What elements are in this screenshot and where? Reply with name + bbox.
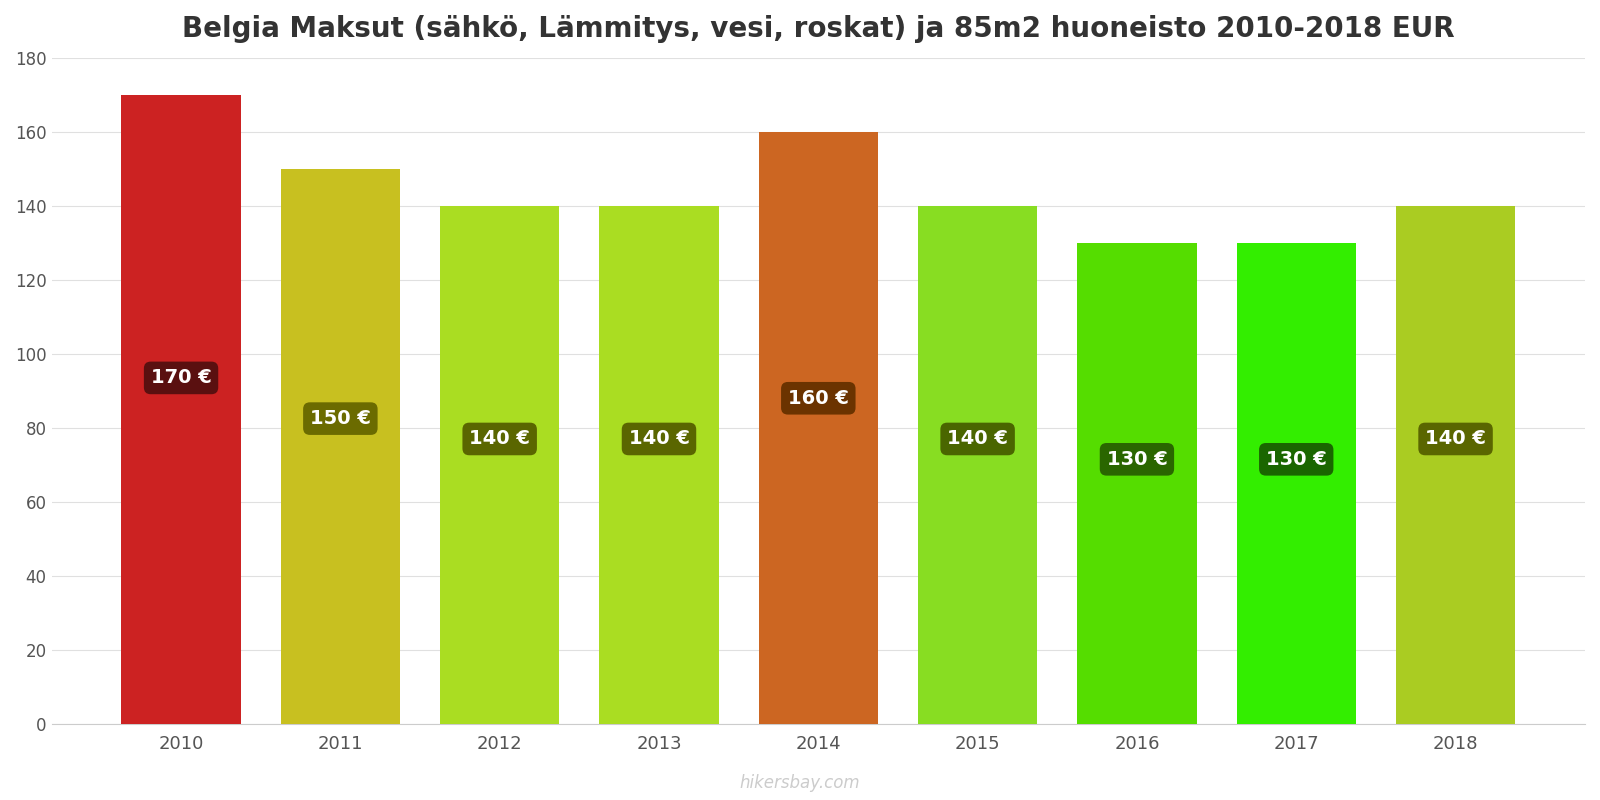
Text: 150 €: 150 € — [310, 409, 371, 428]
Bar — [280, 169, 400, 724]
Text: 140 €: 140 € — [947, 430, 1008, 449]
Text: 140 €: 140 € — [629, 430, 690, 449]
Bar — [1077, 243, 1197, 724]
Bar — [440, 206, 560, 724]
Text: 170 €: 170 € — [150, 369, 211, 387]
Text: 140 €: 140 € — [469, 430, 530, 449]
Bar — [918, 206, 1037, 724]
Title: Belgia Maksut (sähkö, Lämmitys, vesi, roskat) ja 85m2 huoneisto 2010-2018 EUR: Belgia Maksut (sähkö, Lämmitys, vesi, ro… — [182, 15, 1454, 43]
Text: 130 €: 130 € — [1266, 450, 1326, 469]
Text: 130 €: 130 € — [1107, 450, 1168, 469]
Text: 160 €: 160 € — [787, 389, 848, 408]
Bar — [122, 95, 240, 724]
Text: 140 €: 140 € — [1426, 430, 1486, 449]
Text: hikersbay.com: hikersbay.com — [739, 774, 861, 792]
Bar — [758, 132, 878, 724]
Bar — [1237, 243, 1355, 724]
Bar — [1395, 206, 1515, 724]
Bar — [600, 206, 718, 724]
